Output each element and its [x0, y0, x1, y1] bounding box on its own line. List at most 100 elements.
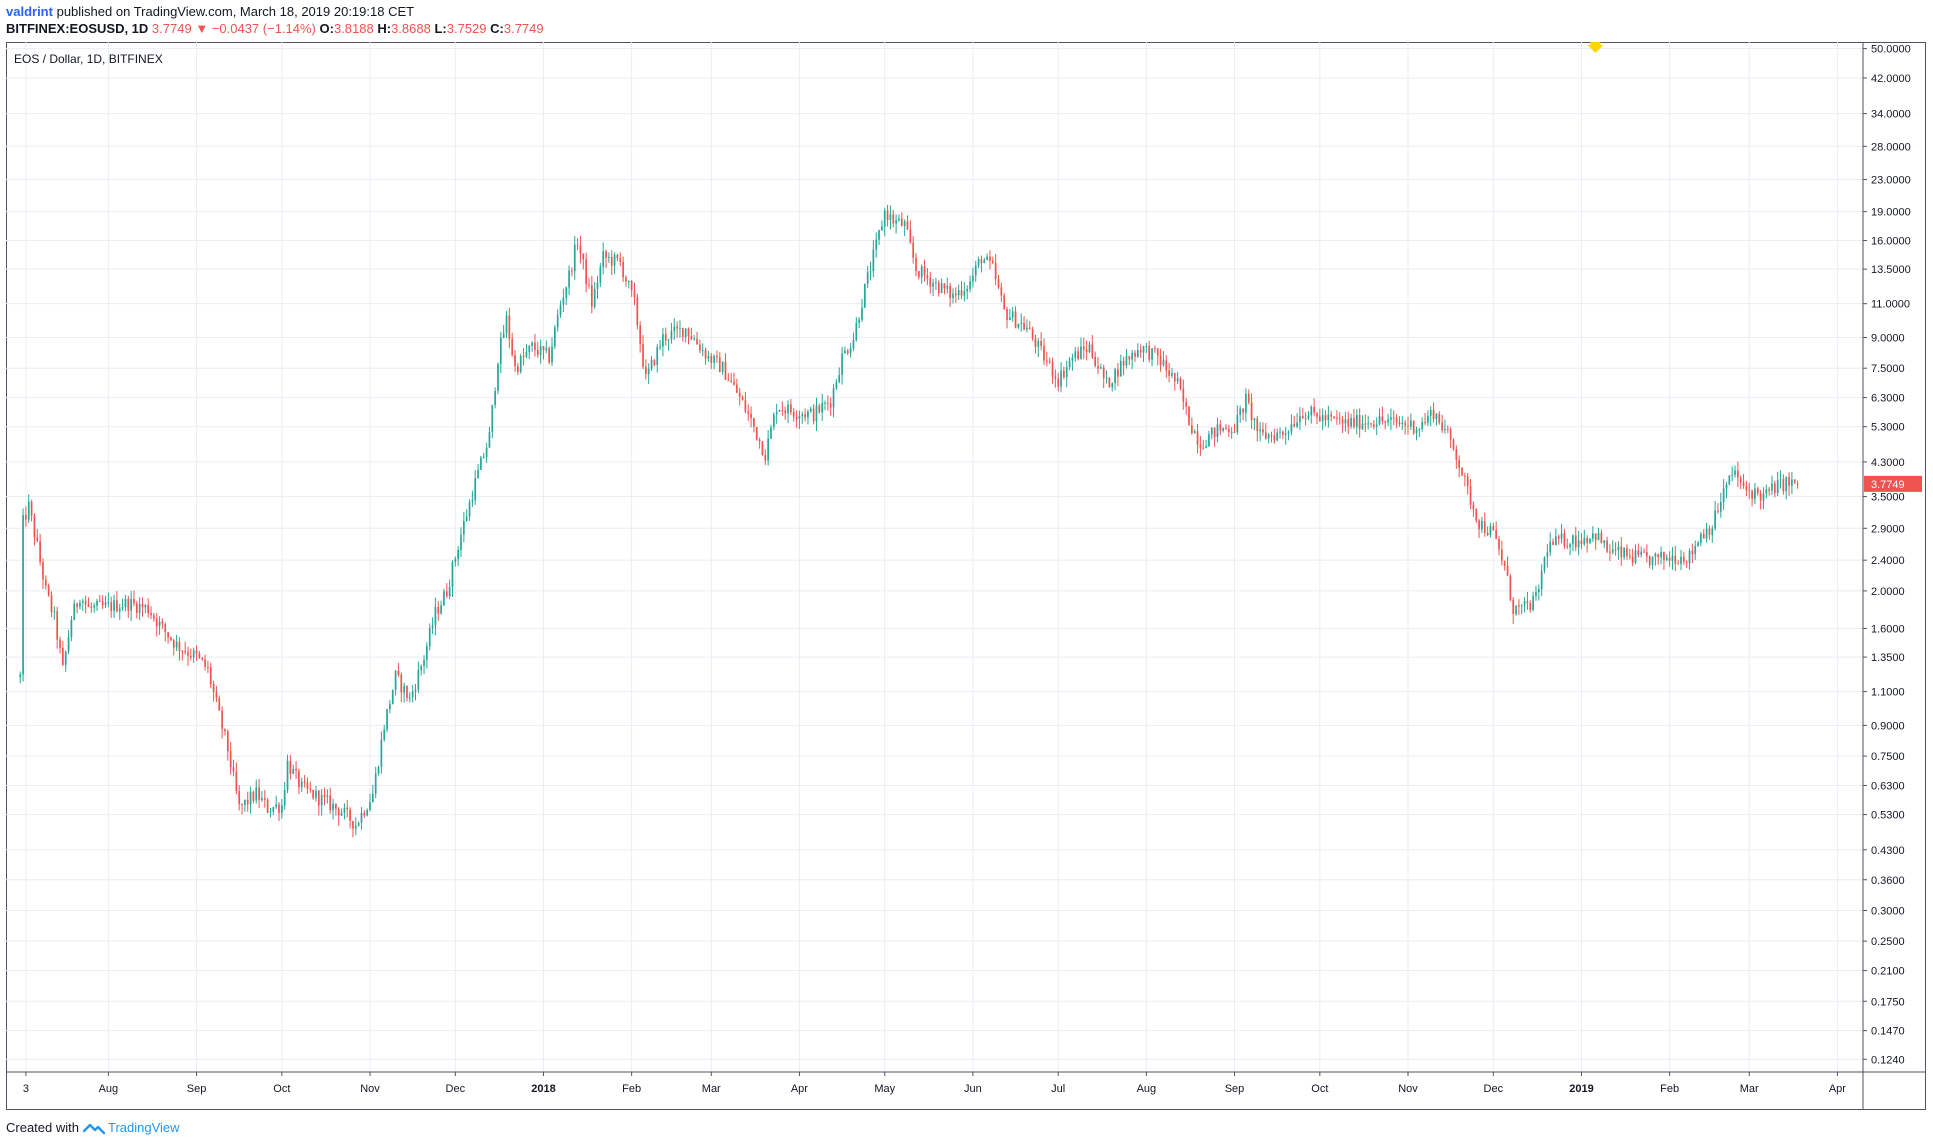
price-chart[interactable]: 50.0000 42.0000 34.0000 28.0000 23.0000 19.00…	[6, 42, 1926, 1110]
candle-down	[1270, 434, 1273, 436]
down-arrow-marker-icon[interactable]	[1587, 42, 1604, 53]
candle-down	[1609, 551, 1611, 553]
candle-down	[1293, 424, 1296, 427]
tradingview-brand[interactable]: TradingView	[108, 1120, 180, 1135]
candle-down	[1702, 533, 1705, 539]
candle-up	[497, 363, 499, 391]
candle-up	[821, 403, 824, 413]
candle-up	[1111, 383, 1114, 388]
candle-up	[568, 270, 570, 288]
candle-up	[701, 350, 704, 352]
candle-up	[1080, 346, 1082, 359]
candle-up	[1230, 431, 1233, 433]
candle-down	[750, 413, 752, 419]
down-arrow-icon: ▼	[195, 21, 209, 36]
candle-down	[1057, 378, 1060, 387]
candle-up	[457, 549, 460, 559]
candle-up	[1208, 434, 1210, 447]
candle-down	[229, 751, 232, 768]
price-tick-label: 0.9000	[1871, 720, 1905, 732]
author-username[interactable]: valdrint	[6, 4, 53, 19]
candle-down	[1256, 418, 1259, 432]
candle-down	[232, 767, 235, 772]
candle-up	[946, 285, 949, 289]
candle-down	[1225, 427, 1227, 429]
candle-up	[93, 605, 96, 608]
candle-down	[1682, 556, 1685, 562]
candle-up	[861, 307, 863, 320]
candle-down	[161, 621, 164, 624]
candle-up	[952, 293, 954, 299]
candle-up	[778, 410, 781, 412]
candle-down	[633, 290, 636, 298]
candle-down	[616, 254, 619, 259]
candle-up	[1276, 432, 1279, 441]
candle-up	[528, 345, 531, 353]
price-tick-label: 6.3000	[1871, 393, 1905, 405]
published-text: published on TradingView.com, March 18, …	[56, 4, 415, 19]
candle-up	[107, 602, 110, 604]
candle-down	[101, 601, 104, 606]
current-price-label-bg	[1864, 475, 1922, 492]
candle-down	[585, 259, 587, 285]
candle-down	[886, 210, 889, 221]
time-tick-label: Sep	[187, 1083, 207, 1095]
candle-down	[1034, 338, 1037, 348]
candle-down	[1552, 541, 1554, 545]
candle-up	[596, 282, 599, 289]
candle-up	[431, 625, 434, 629]
candle-down	[1620, 546, 1623, 558]
candle-down	[195, 650, 198, 654]
candle-up	[192, 650, 195, 658]
candle-up	[551, 346, 553, 363]
price-tick-label: 34.0000	[1871, 109, 1911, 121]
candle-up	[19, 674, 22, 677]
candle-down	[84, 600, 87, 605]
candle-up	[1105, 377, 1108, 379]
price-tick-label: 2.9000	[1871, 523, 1905, 535]
candle-up	[70, 620, 73, 638]
candle-up	[460, 534, 462, 550]
candle-down	[761, 441, 764, 456]
candle-down	[733, 381, 735, 385]
candle-down	[918, 271, 920, 278]
candle-down	[1134, 352, 1136, 357]
candle-up	[1634, 550, 1637, 563]
candle-down	[758, 439, 761, 442]
candle-up	[1714, 510, 1716, 529]
candle-down	[989, 256, 991, 261]
candle-up	[1665, 557, 1668, 561]
candle-down	[943, 283, 946, 289]
candle-up	[1771, 483, 1773, 491]
candle-down	[1364, 423, 1367, 425]
candle-up	[403, 686, 405, 693]
candle-down	[653, 359, 656, 365]
candle-down	[718, 357, 721, 373]
candle-up	[244, 799, 246, 806]
candle-down	[135, 603, 138, 613]
candle-up	[1779, 479, 1782, 481]
candle-up	[1523, 601, 1526, 605]
candle-down	[1486, 532, 1489, 536]
candle-down	[1250, 402, 1253, 420]
candle-down	[1739, 477, 1742, 483]
candle-down	[1518, 605, 1520, 607]
candle-down	[1782, 479, 1785, 492]
candle-down	[1691, 550, 1694, 555]
candle-up	[559, 304, 562, 316]
created-with-text: Created with	[6, 1120, 79, 1135]
candle-down	[181, 651, 184, 653]
candle-down	[534, 342, 536, 351]
candle-up	[1205, 446, 1207, 449]
candle-up	[599, 266, 602, 283]
time-tick-label: Nov	[1398, 1083, 1418, 1095]
candle-down	[1717, 510, 1719, 512]
candle-up	[770, 427, 772, 439]
candle-down	[226, 731, 229, 752]
price-tick-label: 0.2100	[1871, 966, 1905, 978]
candle-up	[1017, 324, 1020, 328]
candle-down	[1663, 552, 1665, 561]
candle-down	[147, 605, 150, 613]
candle-up	[354, 825, 357, 829]
grid-lines	[6, 42, 1863, 1072]
